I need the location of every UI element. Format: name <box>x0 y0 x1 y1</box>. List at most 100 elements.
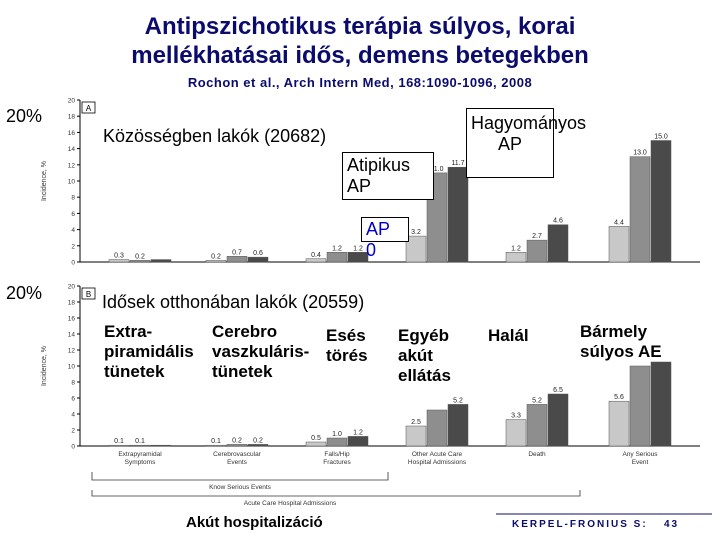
y-tick-label: 12 <box>68 348 76 355</box>
footer-page-number: 43 <box>664 519 680 530</box>
bar-conventional <box>547 224 569 263</box>
x-tick-label: Death <box>528 451 546 458</box>
x-tick-label: Symptoms <box>125 459 156 466</box>
y-tick-label: 20 <box>68 98 76 105</box>
y-tick-label: 14 <box>68 146 76 153</box>
y-tick-label: 4 <box>71 227 75 234</box>
bar-atypical <box>326 437 348 447</box>
category-label-falls: Esés törés <box>326 326 368 365</box>
bar-conventional <box>247 444 269 447</box>
bar-data-label: 0.1 <box>114 438 124 445</box>
y-tick-label: 18 <box>68 300 76 307</box>
bar-atypical <box>629 156 651 263</box>
bar-data-label: 5.2 <box>532 397 542 404</box>
legend-atypical-ap: Atipikus AP <box>342 152 434 200</box>
bar-data-label: 11.7 <box>451 160 464 167</box>
footer-author: KERPEL-FRONIUS S: <box>512 519 648 530</box>
category-label-death: Halál <box>488 326 529 345</box>
bar-data-label: 1.2 <box>353 245 363 252</box>
bar-conventional <box>150 444 172 447</box>
y-tick-label: 6 <box>71 396 75 403</box>
bar-data-label: 0.2 <box>135 253 145 260</box>
bar-data-label: 15.0 <box>654 134 668 141</box>
y-axis-label: Incidence, % <box>41 161 48 201</box>
bar-data-label: 2.5 <box>411 419 421 426</box>
bar-data-label: 1.2 <box>511 245 521 252</box>
bar-data-label: 11.0 <box>430 166 443 173</box>
acute-care-label: Akút hospitalizáció <box>186 514 323 531</box>
category-label-other-acute: Egyéb akút ellátás <box>398 326 451 385</box>
bar-none <box>405 425 427 447</box>
bar-data-label: 3.3 <box>511 413 521 420</box>
bar-data-label: 5.6 <box>614 394 624 401</box>
bar-none <box>108 259 130 263</box>
bar-data-label: 4.6 <box>553 218 563 225</box>
bar-data-label: 3.2 <box>411 229 421 236</box>
bar-none <box>205 444 227 447</box>
y-tick-label: 12 <box>68 162 76 169</box>
bar-conventional <box>447 166 469 263</box>
bar-none <box>608 400 630 447</box>
bar-none <box>608 226 630 263</box>
bar-data-label: 0.2 <box>253 437 263 444</box>
panel-b-label: Idősek otthonában lakók (20559) <box>98 292 369 313</box>
legend-no-ap: AP 0 <box>361 217 409 260</box>
y-tick-label: 16 <box>68 130 76 137</box>
bar-data-label: 0.1 <box>211 438 221 445</box>
bar-none <box>108 444 130 447</box>
bar-atypical <box>226 256 248 263</box>
bar-none <box>505 419 527 447</box>
title-line-1: Antipszichotikus terápia súlyos, korai <box>144 13 576 40</box>
bar-data-label: 1.2 <box>332 245 342 252</box>
citation: Rochon et al., Arch Intern Med, 168:1090… <box>187 75 533 90</box>
category-label-cerebrovascular: Cerebro vaszkuláris-tünetek <box>212 322 310 381</box>
panel-letter-box <box>81 287 96 300</box>
y-tick-label: 18 <box>68 114 76 121</box>
bar-data-label: 4.4 <box>614 219 624 226</box>
bar-conventional <box>650 361 672 447</box>
panel-letter: B <box>86 290 91 299</box>
y-tick-label: 0 <box>71 260 75 267</box>
x-tick-label: Other Acute Care <box>412 451 463 458</box>
y-tick-label: 16 <box>68 316 76 323</box>
bar-data-label: 0.4 <box>311 252 321 259</box>
bar-atypical <box>129 444 151 447</box>
bar-atypical <box>426 409 448 447</box>
bar-conventional <box>547 393 569 447</box>
bar-none <box>505 252 527 263</box>
x-tick-label: Hospital Admissions <box>408 459 467 466</box>
category-label-any-serious: Bármely súlyos AE <box>580 322 662 361</box>
bar-conventional <box>247 256 269 263</box>
bar-none <box>305 258 327 263</box>
bar-data-label: 1.0 <box>332 431 342 438</box>
panel-letter: A <box>86 104 92 113</box>
bar-data-label: 0.6 <box>253 250 263 257</box>
bar-data-label: 6.5 <box>553 387 563 394</box>
bar-data-label: 0.3 <box>114 253 124 260</box>
bar-data-label: 2.7 <box>532 233 542 240</box>
y-tick-label: 8 <box>71 195 75 202</box>
y-tick-label: 8 <box>71 380 75 387</box>
y-tick-label: 14 <box>68 332 76 339</box>
bracket-label: Know Serious Events <box>209 484 272 491</box>
y-tick-label: 0 <box>71 444 75 451</box>
y-tick-label: 10 <box>68 364 76 371</box>
y-tick-label: 10 <box>68 179 76 186</box>
bar-atypical <box>526 404 548 447</box>
y-tick-label: 2 <box>71 428 75 435</box>
bar-data-label: 0.1 <box>135 438 145 445</box>
bar-none <box>405 235 427 263</box>
slide-title: Antipszichotikus terápia súlyos, korai m… <box>0 12 720 70</box>
x-tick-label: Any Serious <box>622 451 658 458</box>
x-tick-label: Cerebrovascular <box>213 451 262 458</box>
bar-data-label: 0.2 <box>211 253 221 260</box>
x-tick-label: Falls/Hip <box>324 451 350 458</box>
bracket-known-serious <box>91 472 389 481</box>
bar-none <box>305 441 327 447</box>
bar-conventional <box>347 436 369 447</box>
bar-conventional <box>150 259 172 263</box>
bar-data-label: 5.2 <box>453 397 463 404</box>
x-tick-label: Events <box>227 459 248 466</box>
bar-data-label: 0.7 <box>232 249 242 256</box>
